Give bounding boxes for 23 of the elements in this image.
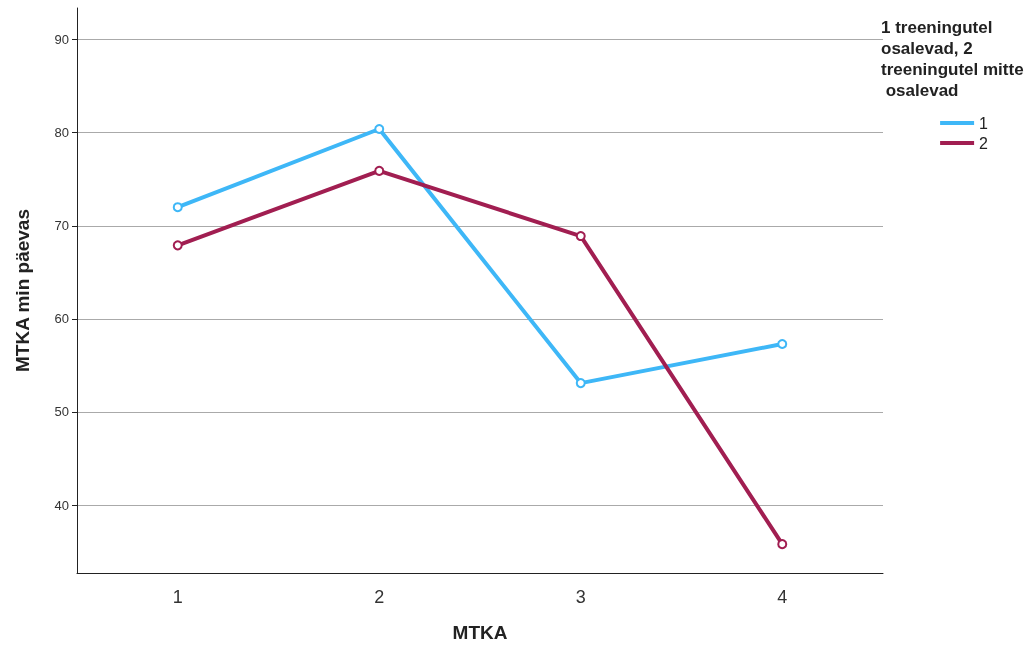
point [374,165,385,176]
x-tick-label: 3 [575,587,586,607]
legend-title: 1 treeningutel osalevad, 2 treeningutel mitte osalevad [881,18,1024,100]
point [575,231,586,242]
x-axis-title: MTKA [452,622,508,643]
y-tick-label: 70 [54,218,69,234]
x-tick-label: 4 [777,587,788,607]
point [575,378,586,389]
x-tick-label: 1 [172,587,183,607]
x-tick-label: 2 [374,587,385,607]
point [777,339,788,350]
point [172,240,183,251]
point [777,539,788,550]
y-tick-label: 60 [54,311,69,327]
y-tick-label: 40 [54,497,69,513]
point [374,124,385,134]
y-tick-label: 50 [54,404,69,420]
legend-label: 1 [979,114,989,132]
legend-label: 2 [979,134,989,152]
y-axis-title: MTKA min päevas [12,209,33,372]
point [172,202,183,213]
y-tick-label: 80 [54,125,69,141]
y-tick-label: 90 [54,32,69,48]
